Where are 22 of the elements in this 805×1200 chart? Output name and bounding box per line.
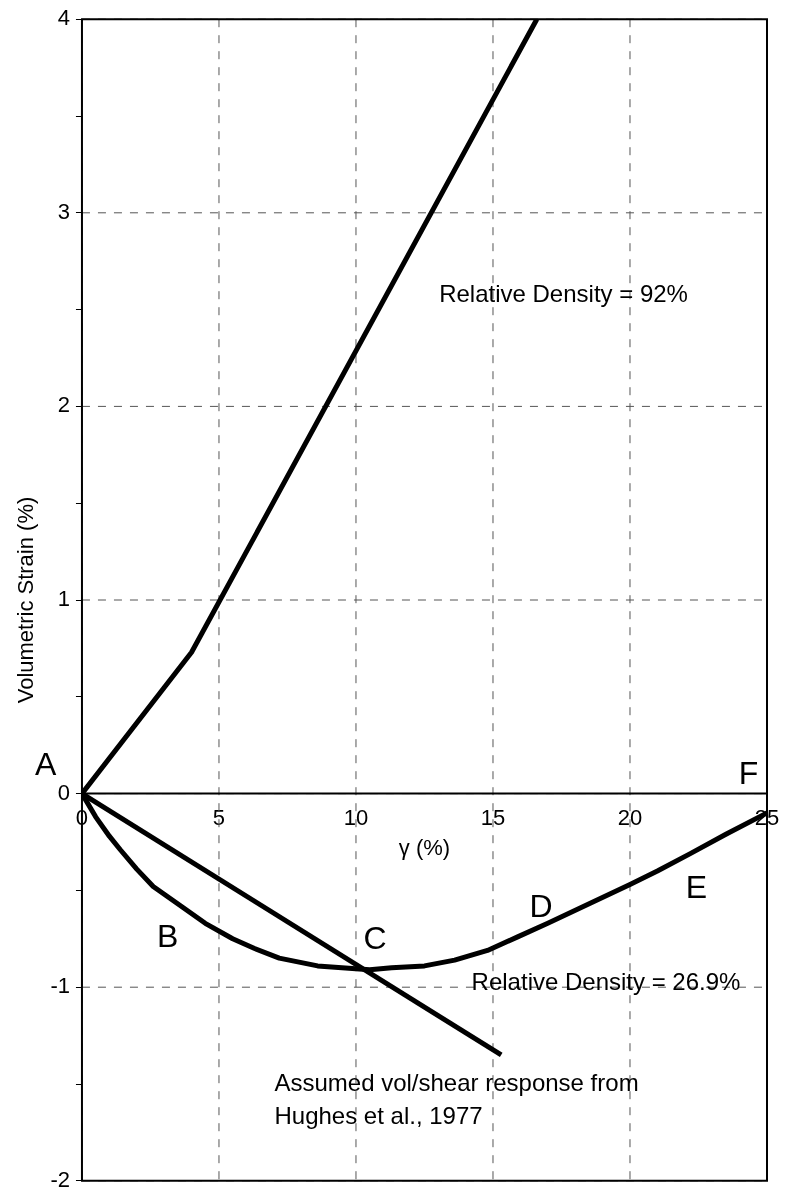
y-tick-label: -1 xyxy=(50,973,70,999)
y-tick-label: 1 xyxy=(57,586,70,612)
y-tick-label: 3 xyxy=(57,198,70,224)
annotation: F xyxy=(738,755,759,792)
x-axis-title: γ (%) xyxy=(398,835,451,861)
x-tick-label: 15 xyxy=(480,804,506,830)
annotation: B xyxy=(156,917,179,954)
text: A xyxy=(34,745,57,782)
y-tick-label: 4 xyxy=(57,5,70,31)
annotation: C xyxy=(363,920,387,957)
x-tick-label: 10 xyxy=(343,804,369,830)
y-tick-label: 2 xyxy=(57,392,70,418)
annotation: D xyxy=(529,887,553,924)
annotation: Assumed vol/shear response from Hughes et al., 1977 xyxy=(274,1069,639,1130)
y-tick-label: -2 xyxy=(50,1166,70,1192)
annotation: E xyxy=(685,869,708,906)
y-axis-title: Volumetric Strain (%) xyxy=(13,496,39,704)
y-tick-label: 0 xyxy=(57,779,70,805)
annotation: Relative Density = 26.9% xyxy=(471,967,741,995)
annotation: Relative Density = 92% xyxy=(439,280,688,308)
x-tick-label: 20 xyxy=(617,804,643,830)
x-tick-label: 5 xyxy=(212,804,226,830)
